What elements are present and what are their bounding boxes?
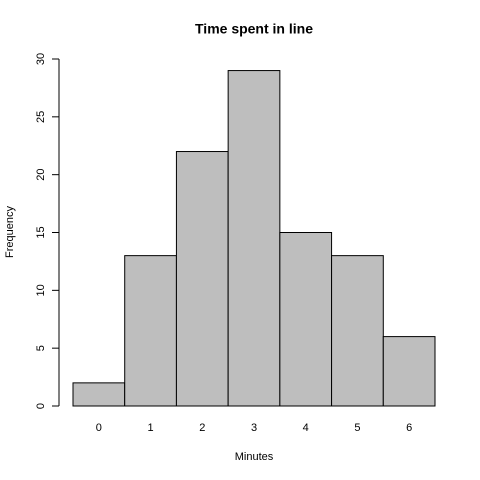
- x-tick-label: 0: [96, 422, 102, 434]
- y-tick-label: 20: [35, 169, 47, 181]
- y-axis-label: Frequency: [4, 206, 16, 258]
- bar: [279, 232, 333, 407]
- y-tick-label: 15: [35, 226, 47, 238]
- x-tick-label: 3: [251, 422, 257, 434]
- x-tick-label: 5: [354, 422, 360, 434]
- bar: [124, 255, 177, 407]
- y-tick-label: 30: [35, 53, 47, 65]
- bar: [175, 151, 229, 407]
- x-tick-label: 1: [148, 422, 154, 434]
- x-tick-label: 6: [406, 422, 412, 434]
- y-tick-label: 10: [35, 284, 47, 296]
- y-tick-label: 0: [35, 403, 47, 409]
- y-tick-label: 5: [35, 345, 47, 351]
- bar: [227, 70, 281, 407]
- bar: [72, 382, 126, 407]
- y-tick-label: 25: [35, 111, 47, 123]
- x-tick-label: 2: [199, 422, 205, 434]
- x-axis-label: Minutes: [235, 451, 274, 463]
- chart-title: Time spent in line: [195, 21, 313, 37]
- x-tick-label: 4: [303, 422, 309, 434]
- bar: [331, 255, 384, 407]
- bar: [382, 336, 436, 407]
